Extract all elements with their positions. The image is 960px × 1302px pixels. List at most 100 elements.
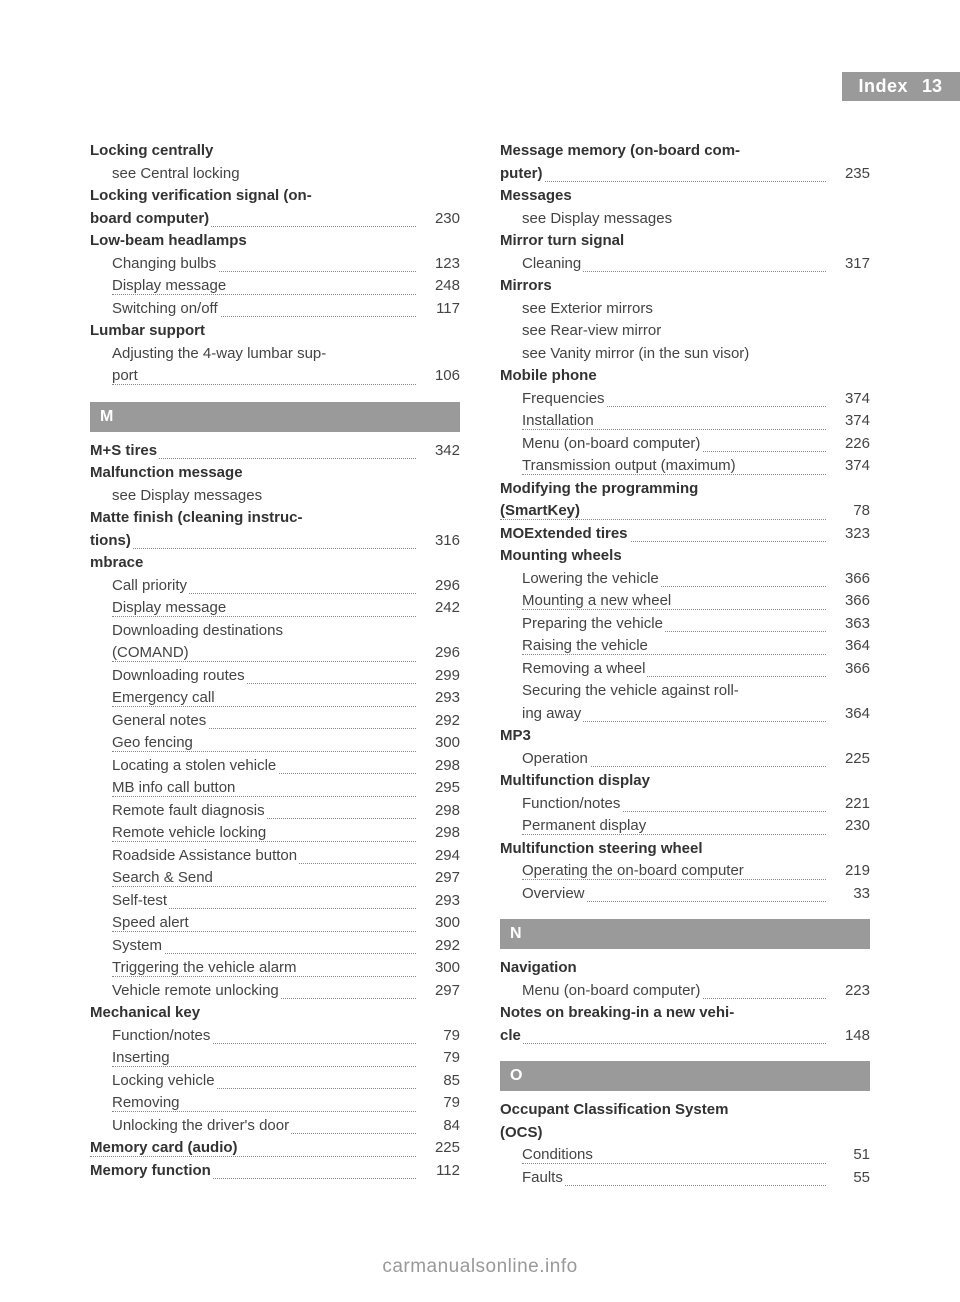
index-entry: (SmartKey)78: [500, 500, 870, 523]
index-entry-label: Self-test: [112, 890, 416, 913]
index-entry-label: Downloading routes: [112, 665, 416, 688]
index-entry-label: Cleaning: [522, 253, 826, 276]
index-section-header: O: [500, 1061, 870, 1091]
index-entry: Downloading routes299: [90, 665, 460, 688]
header-title: Index: [842, 72, 916, 101]
index-entry-page: 79: [416, 1092, 460, 1115]
index-heading: Navigation: [500, 957, 870, 980]
index-entry-label: Permanent display: [522, 815, 826, 838]
index-entry: Function/notes79: [90, 1025, 460, 1048]
index-entry-label: cle: [500, 1025, 826, 1048]
index-heading: MP3: [500, 725, 870, 748]
index-entry: System292: [90, 935, 460, 958]
index-entry-page: 366: [826, 568, 870, 591]
index-entry-page: 148: [826, 1025, 870, 1048]
index-entry: Remote vehicle locking298: [90, 822, 460, 845]
index-entry: Inserting79: [90, 1047, 460, 1070]
index-entry: M+S tires342: [90, 440, 460, 463]
index-entry: Locating a stolen vehicle298: [90, 755, 460, 778]
index-entry: see Central locking: [90, 163, 460, 186]
index-entry: Display message242: [90, 597, 460, 620]
index-entry-page: 85: [416, 1070, 460, 1093]
index-entry: Securing the vehicle against roll-: [500, 680, 870, 703]
index-entry-page: 242: [416, 597, 460, 620]
index-entry-page: 123: [416, 253, 460, 276]
index-heading: Lumbar support: [90, 320, 460, 343]
index-heading: Mounting wheels: [500, 545, 870, 568]
index-entry-page: 117: [416, 298, 460, 321]
index-entry-label: MB info call button: [112, 777, 416, 800]
index-entry: Changing bulbs123: [90, 253, 460, 276]
index-entry: Installation374: [500, 410, 870, 433]
index-entry-label: Function/notes: [522, 793, 826, 816]
index-entry-page: 225: [826, 748, 870, 771]
index-entry: Permanent display230: [500, 815, 870, 838]
index-entry: Speed alert300: [90, 912, 460, 935]
index-entry: see Display messages: [90, 485, 460, 508]
index-entry-page: 225: [416, 1137, 460, 1160]
index-entry-label: Memory function: [90, 1160, 416, 1183]
index-entry-page: 374: [826, 388, 870, 411]
index-entry-label: Frequencies: [522, 388, 826, 411]
index-entry-label: Display message: [112, 275, 416, 298]
index-entry: Display message248: [90, 275, 460, 298]
index-entry-page: 295: [416, 777, 460, 800]
index-entry: Emergency call293: [90, 687, 460, 710]
index-entry-label: (SmartKey): [500, 500, 826, 523]
index-entry: Operation225: [500, 748, 870, 771]
index-entry-page: 300: [416, 732, 460, 755]
index-entry-label: System: [112, 935, 416, 958]
index-entry-label: tions): [90, 530, 416, 553]
index-entry: Downloading destinations: [90, 620, 460, 643]
index-entry-label: Emergency call: [112, 687, 416, 710]
index-entry-page: 298: [416, 800, 460, 823]
index-entry-label: Transmission output (maximum): [522, 455, 826, 478]
index-entry-label: General notes: [112, 710, 416, 733]
index-entry-label: Remote vehicle locking: [112, 822, 416, 845]
index-entry-page: 298: [416, 755, 460, 778]
index-heading: Mirrors: [500, 275, 870, 298]
index-entry-label: Inserting: [112, 1047, 416, 1070]
index-heading: Modifying the programming: [500, 478, 870, 501]
index-entry: Switching on/off117: [90, 298, 460, 321]
index-entry-label: Memory card (audio): [90, 1137, 416, 1160]
index-entry: see Exterior mirrors: [500, 298, 870, 321]
index-entry-label: Raising the vehicle: [522, 635, 826, 658]
index-entry-label: Changing bulbs: [112, 253, 416, 276]
index-entry-page: 374: [826, 455, 870, 478]
index-heading: Malfunction message: [90, 462, 460, 485]
index-entry: Call priority296: [90, 575, 460, 598]
index-entry: Self-test293: [90, 890, 460, 913]
index-entry-page: 106: [416, 365, 460, 388]
page: Index 13 Locking centrallysee Central lo…: [0, 0, 960, 1302]
index-heading: Multifunction steering wheel: [500, 838, 870, 861]
index-entry-page: 230: [826, 815, 870, 838]
index-entry-label: (COMAND): [112, 642, 416, 665]
index-section-header: N: [500, 919, 870, 949]
index-entry: board computer)230: [90, 208, 460, 231]
index-entry-label: Overview: [522, 883, 826, 906]
index-entry-page: 363: [826, 613, 870, 636]
index-entry: Transmission output (maximum)374: [500, 455, 870, 478]
index-entry: Overview33: [500, 883, 870, 906]
index-heading: Locking verification signal (on-: [90, 185, 460, 208]
index-entry-page: 300: [416, 912, 460, 935]
index-entry: MB info call button295: [90, 777, 460, 800]
index-entry: Frequencies374: [500, 388, 870, 411]
index-entry: Lowering the vehicle366: [500, 568, 870, 591]
index-entry: MOExtended tires323: [500, 523, 870, 546]
index-entry-label: Preparing the vehicle: [522, 613, 826, 636]
index-entry-page: 51: [826, 1144, 870, 1167]
index-entry: Raising the vehicle364: [500, 635, 870, 658]
index-entry: (COMAND)296: [90, 642, 460, 665]
index-entry-page: 299: [416, 665, 460, 688]
index-entry: Geo fencing300: [90, 732, 460, 755]
index-entry-label: board computer): [90, 208, 416, 231]
index-entry: Removing a wheel366: [500, 658, 870, 681]
index-entry-label: Display message: [112, 597, 416, 620]
index-entry-page: 374: [826, 410, 870, 433]
index-entry-page: 316: [416, 530, 460, 553]
index-entry-page: 221: [826, 793, 870, 816]
index-entry-label: ing away: [522, 703, 826, 726]
index-entry-label: puter): [500, 163, 826, 186]
